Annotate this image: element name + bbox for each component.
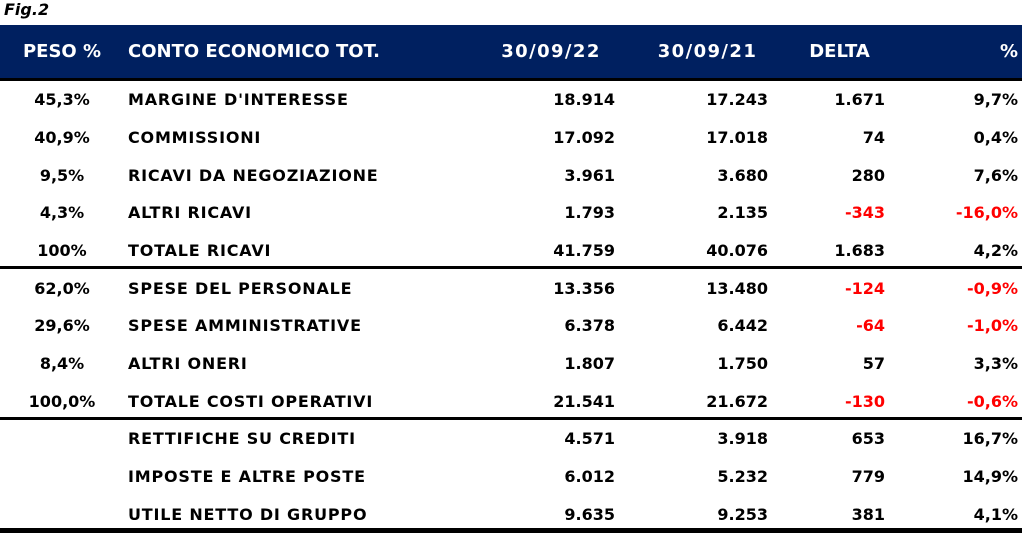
cell-pct: -16,0% <box>955 203 1018 223</box>
cell-voce: RETTIFICHE SU CREDITI <box>128 429 356 449</box>
table-row: IMPOSTE E ALTRE POSTE 6.012 5.232 779 14… <box>0 458 1022 496</box>
cell-30-09-21: 2.135 <box>717 203 768 223</box>
cell-peso: 4,3% <box>39 203 85 223</box>
cell-30-09-22: 1.807 <box>564 353 615 373</box>
cell-delta: 779 <box>851 466 885 486</box>
cell-peso: 40,9% <box>34 127 90 147</box>
column-header-peso: PESO % <box>22 41 102 62</box>
table-row: 4,3% ALTRI RICAVI 1.793 2.135 -343 -16,0… <box>0 194 1022 232</box>
cell-delta: -124 <box>844 278 885 298</box>
cell-pct: 14,9% <box>962 466 1018 486</box>
cell-delta: 57 <box>862 353 885 373</box>
table-row: 100,0% TOTALE COSTI OPERATIVI 21.541 21.… <box>0 382 1022 420</box>
cell-30-09-21: 1.750 <box>717 353 768 373</box>
cell-30-09-21: 17.243 <box>706 90 768 110</box>
table-row: 29,6% SPESE AMMINISTRATIVE 6.378 6.442 -… <box>0 307 1022 345</box>
column-header-pct: % <box>999 41 1018 62</box>
cell-pct: -0,6% <box>966 391 1018 411</box>
table-row: 100% TOTALE RICAVI 41.759 40.076 1.683 4… <box>0 232 1022 270</box>
cell-delta: 1.671 <box>834 90 885 110</box>
cell-delta: -343 <box>844 203 885 223</box>
cell-peso: 62,0% <box>34 278 90 298</box>
cell-pct: 0,4% <box>973 127 1018 147</box>
cell-delta: 74 <box>862 127 885 147</box>
cell-pct: -0,9% <box>966 278 1018 298</box>
cell-peso: 8,4% <box>39 353 85 373</box>
table-row: 8,4% ALTRI ONERI 1.807 1.750 57 3,3% <box>0 345 1022 383</box>
column-header-30-09-21: 30/09/21 <box>657 41 758 62</box>
cell-peso: 9,5% <box>39 165 85 185</box>
figure-label: Fig.2 <box>4 0 50 19</box>
cell-voce: SPESE AMMINISTRATIVE <box>128 316 362 336</box>
cell-30-09-22: 17.092 <box>553 127 615 147</box>
cell-delta: -64 <box>856 316 885 336</box>
table-body: 45,3% MARGINE D'INTERESSE 18.914 17.243 … <box>0 81 1022 533</box>
cell-pct: 4,2% <box>973 240 1018 260</box>
cell-voce: COMMISSIONI <box>128 127 262 147</box>
cell-voce: ALTRI ONERI <box>128 353 248 373</box>
cell-30-09-21: 21.672 <box>706 391 768 411</box>
cell-30-09-21: 13.480 <box>706 278 768 298</box>
cell-30-09-22: 21.541 <box>553 391 615 411</box>
cell-delta: 280 <box>851 165 885 185</box>
cell-30-09-21: 3.680 <box>717 165 768 185</box>
cell-voce: IMPOSTE E ALTRE POSTE <box>128 466 366 486</box>
cell-voce: UTILE NETTO DI GRUPPO <box>128 504 368 524</box>
cell-delta: -130 <box>844 391 885 411</box>
cell-delta: 653 <box>851 429 885 449</box>
cell-30-09-21: 3.918 <box>717 429 768 449</box>
cell-30-09-21: 40.076 <box>706 240 768 260</box>
column-header-delta: DELTA <box>809 41 870 62</box>
cell-30-09-22: 3.961 <box>564 165 615 185</box>
table-row: RETTIFICHE SU CREDITI 4.571 3.918 653 16… <box>0 420 1022 458</box>
cell-peso: 45,3% <box>34 90 90 110</box>
cell-voce: MARGINE D'INTERESSE <box>128 90 349 110</box>
cell-voce: TOTALE COSTI OPERATIVI <box>128 391 374 411</box>
cell-voce: SPESE DEL PERSONALE <box>128 278 353 298</box>
cell-pct: 16,7% <box>962 429 1018 449</box>
cell-30-09-21: 5.232 <box>717 466 768 486</box>
cell-peso: 29,6% <box>34 316 90 336</box>
cell-peso: 100,0% <box>28 391 96 411</box>
table-row: 9,5% RICAVI DA NEGOZIAZIONE 3.961 3.680 … <box>0 156 1022 194</box>
cell-delta: 381 <box>851 504 885 524</box>
cell-30-09-22: 13.356 <box>553 278 615 298</box>
table-header-row: PESO % CONTO ECONOMICO TOT. 30/09/22 30/… <box>0 25 1022 81</box>
cell-30-09-21: 17.018 <box>706 127 768 147</box>
cell-pct: 7,6% <box>973 165 1018 185</box>
column-header-conto-economico: CONTO ECONOMICO TOT. <box>128 41 380 62</box>
table-row: 40,9% COMMISSIONI 17.092 17.018 74 0,4% <box>0 119 1022 157</box>
column-header-30-09-22: 30/09/22 <box>501 41 601 62</box>
cell-voce: ALTRI RICAVI <box>128 203 252 223</box>
cell-30-09-22: 4.571 <box>564 429 615 449</box>
cell-voce: RICAVI DA NEGOZIAZIONE <box>128 165 379 185</box>
cell-30-09-22: 6.012 <box>564 466 615 486</box>
cell-delta: 1.683 <box>834 240 885 260</box>
cell-30-09-22: 18.914 <box>553 90 615 110</box>
cell-pct: 9,7% <box>973 90 1018 110</box>
cell-30-09-22: 9.635 <box>564 504 615 524</box>
cell-30-09-21: 6.442 <box>717 316 768 336</box>
table-row: 45,3% MARGINE D'INTERESSE 18.914 17.243 … <box>0 81 1022 119</box>
cell-pct: -1,0% <box>966 316 1018 336</box>
cell-pct: 4,1% <box>973 504 1018 524</box>
cell-30-09-22: 6.378 <box>564 316 615 336</box>
cell-30-09-22: 41.759 <box>553 240 615 260</box>
income-statement-table: PESO % CONTO ECONOMICO TOT. 30/09/22 30/… <box>0 25 1022 533</box>
cell-30-09-21: 9.253 <box>717 504 768 524</box>
table-row: 62,0% SPESE DEL PERSONALE 13.356 13.480 … <box>0 269 1022 307</box>
cell-pct: 3,3% <box>973 353 1018 373</box>
cell-30-09-22: 1.793 <box>564 203 615 223</box>
cell-peso: 100% <box>37 240 87 260</box>
cell-voce: TOTALE RICAVI <box>128 240 272 260</box>
table-row: UTILE NETTO DI GRUPPO 9.635 9.253 381 4,… <box>0 495 1022 533</box>
